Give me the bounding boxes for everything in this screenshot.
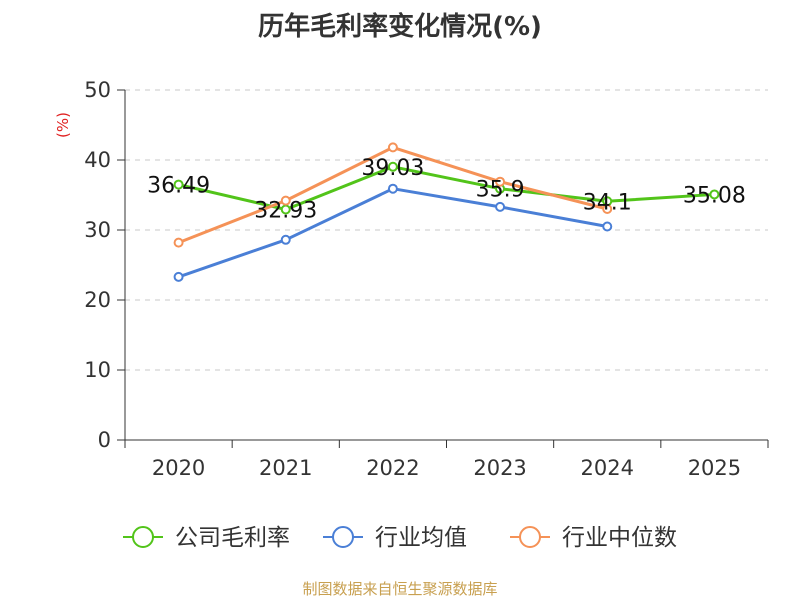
chart-title: 历年毛利率变化情况(%)	[258, 12, 542, 42]
legend[interactable]: 公司毛利率 行业均值 行业中位数	[123, 525, 677, 551]
legend-label: 公司毛利率	[175, 525, 290, 551]
data-label: 35.9	[476, 178, 525, 203]
series-lines	[173, 142, 720, 282]
axes: 0 10 20 30 40 50 2020 2021 2022 2023 2024 2025 (%)	[54, 78, 769, 480]
data-point	[173, 179, 184, 190]
source-note: 制图数据来自恒生聚源数据库	[302, 580, 498, 598]
data-point	[602, 221, 613, 232]
data-label: 39.03	[361, 156, 424, 181]
series-line	[178, 187, 608, 279]
legend-marker	[132, 526, 154, 548]
y-tick-label: 40	[84, 148, 111, 172]
legend-item[interactable]: 行业中位数	[510, 525, 677, 551]
y-tick-label: 20	[84, 288, 111, 312]
legend-label: 行业中位数	[562, 525, 677, 551]
data-point	[709, 189, 720, 200]
legend-item[interactable]: 行业均值	[323, 525, 467, 551]
x-tick-label: 2023	[473, 456, 526, 480]
data-labels: 36.49 32.93 39.03 35.9 34.1 35.08	[147, 156, 746, 224]
x-tick-label: 2024	[581, 456, 634, 480]
data-label: 34.1	[583, 190, 632, 215]
y-tick-label: 10	[84, 358, 111, 382]
y-axis-label: (%)	[54, 112, 72, 138]
data-label: 32.93	[254, 198, 317, 223]
data-point	[387, 142, 398, 153]
series-line	[178, 165, 715, 211]
data-point	[387, 183, 398, 194]
grid-lines	[125, 89, 768, 371]
data-point	[495, 176, 506, 187]
legend-marker	[332, 526, 354, 548]
data-point	[173, 271, 184, 282]
x-tick-label: 2021	[259, 456, 312, 480]
data-label: 36.49	[147, 174, 210, 199]
data-point	[280, 195, 291, 206]
data-point	[602, 204, 613, 214]
data-point	[495, 201, 506, 212]
legend-label: 行业均值	[375, 525, 467, 551]
data-point	[173, 237, 184, 248]
x-tick-label: 2020	[152, 456, 205, 480]
x-tick-label: 2025	[688, 456, 741, 480]
data-point	[280, 234, 291, 245]
legend-item[interactable]: 公司毛利率	[123, 525, 290, 551]
y-tick-label: 50	[84, 78, 111, 102]
y-tick-label: 30	[84, 218, 111, 242]
legend-marker	[519, 526, 541, 548]
data-label: 35.08	[683, 183, 746, 208]
data-point	[387, 161, 398, 172]
y-tick-label: 0	[98, 428, 111, 452]
x-tick-label: 2022	[366, 456, 419, 480]
